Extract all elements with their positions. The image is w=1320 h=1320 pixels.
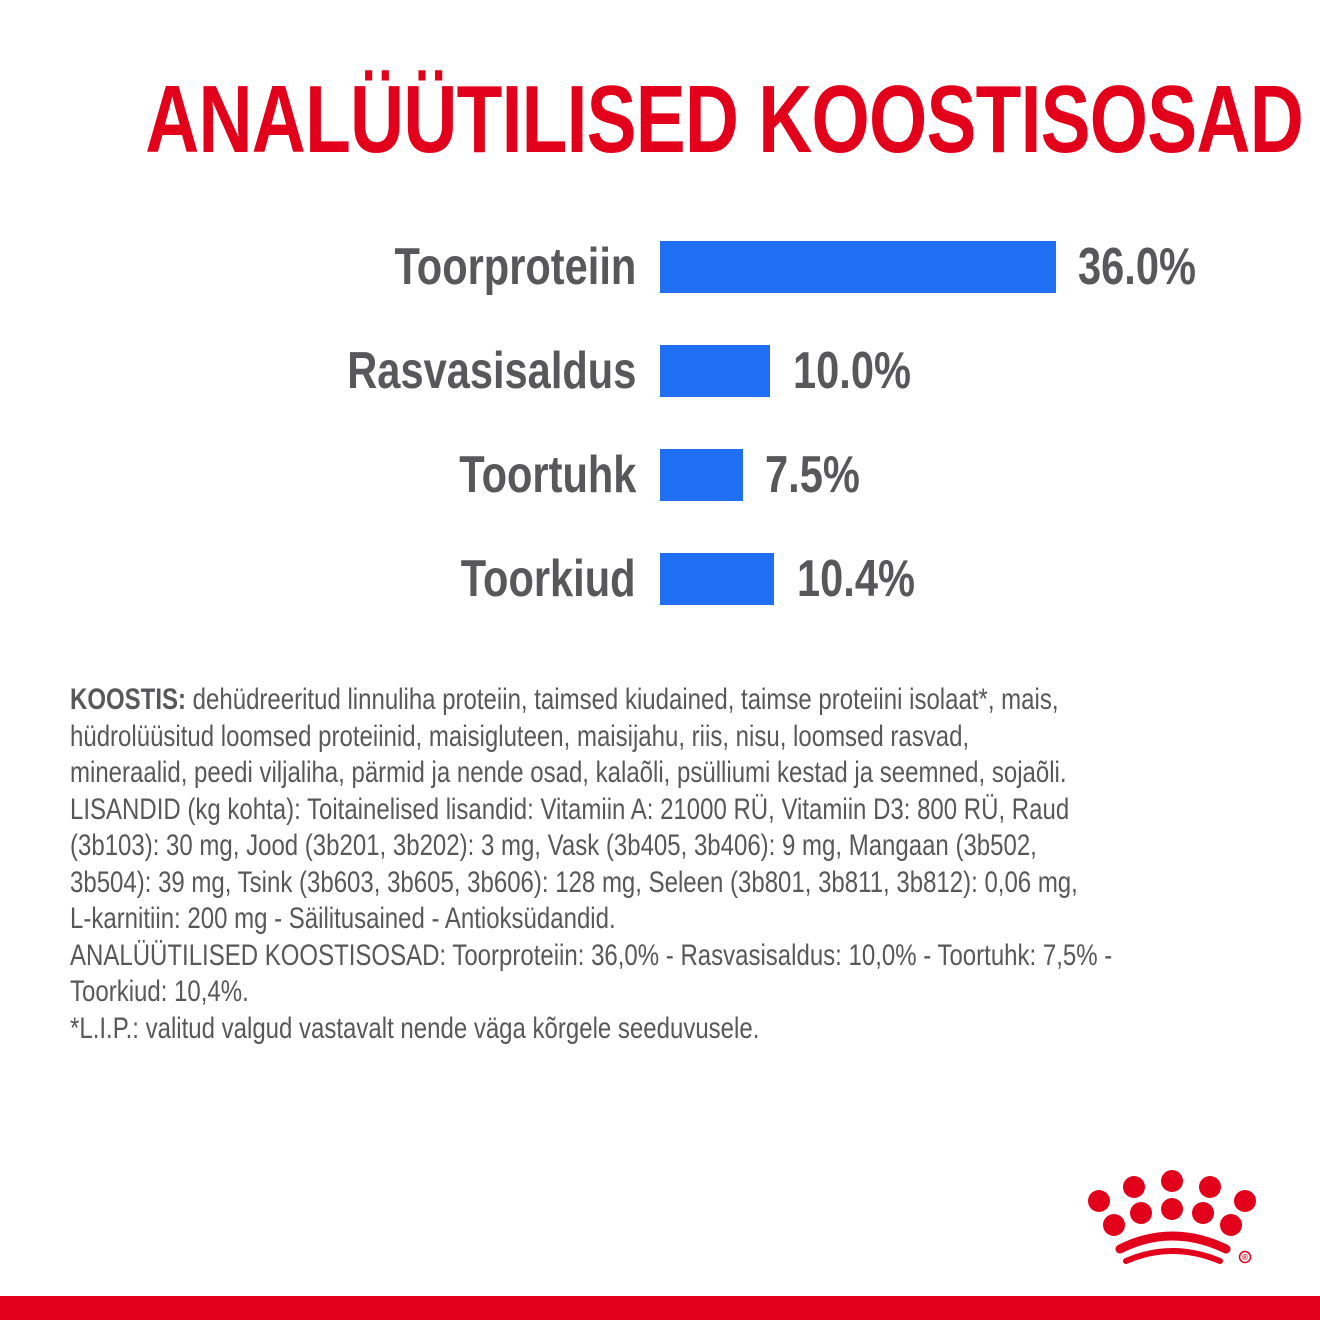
composition-line: ANALÜÜTILISED KOOSTISOSAD: Toorproteiin:…	[70, 938, 1113, 972]
nutrient-bar-chart: Toorproteiin 36.0% Rasvasisaldus 10.0% T…	[0, 0, 1320, 640]
footer-red-bar	[0, 1296, 1320, 1320]
bar-value: 7.5%	[765, 446, 860, 504]
bar-label: Rasvasisaldus	[346, 342, 636, 400]
bar-label: Toorkiud	[461, 550, 636, 608]
chart-row-toorkiud: Toorkiud 10.4%	[0, 550, 1320, 608]
composition-line: Toorkiud: 10,4%.	[70, 975, 249, 1008]
composition-line: *L.I.P.: valitud valgud vastavalt nende …	[70, 1011, 760, 1045]
chart-row-toortuhk: Toortuhk 7.5%	[0, 446, 1320, 504]
bar-toortuhk	[660, 449, 743, 501]
composition-line: LISANDID (kg kohta): Toitainelised lisan…	[70, 792, 1070, 826]
composition-line: hüdrolüüsitud loomsed proteiinid, maisig…	[70, 719, 970, 753]
royal-canin-crown-icon: ®	[1080, 1165, 1270, 1275]
bar-toorproteiin	[660, 241, 1056, 293]
composition-line: 3b504): 39 mg, Tsink (3b603, 3b605, 3b60…	[70, 865, 1078, 899]
bar-value: 36.0%	[1078, 238, 1196, 296]
composition-heading: KOOSTIS:	[70, 683, 187, 716]
page-title: ANALÜÜTILISED KOOSTISOSAD	[145, 66, 1304, 173]
chart-row-rasvasisaldus: Rasvasisaldus 10.0%	[0, 342, 1320, 400]
bar-rasvasisaldus	[660, 345, 770, 397]
composition-line: L-karnitiin: 200 mg - Säilitusained - An…	[70, 902, 616, 935]
composition-line: KOOSTIS: dehüdreeritud linnuliha proteii…	[70, 683, 1059, 716]
composition-line: (3b103): 30 mg, Jood (3b201, 3b202): 3 m…	[70, 829, 1037, 862]
bar-value: 10.4%	[797, 550, 915, 608]
bar-label: Toortuhk	[458, 446, 636, 504]
registered-mark: ®	[1242, 1253, 1248, 1262]
composition-line: mineraalid, peedi viljaliha, pärmid ja n…	[70, 756, 1067, 789]
composition-text: KOOSTIS: dehüdreeritud linnuliha proteii…	[70, 682, 1238, 1047]
chart-row-toorproteiin: Toorproteiin 36.0%	[0, 238, 1320, 296]
bar-toorkiud	[660, 553, 774, 605]
bar-label: Toorproteiin	[394, 238, 636, 296]
bar-value: 10.0%	[793, 342, 911, 400]
